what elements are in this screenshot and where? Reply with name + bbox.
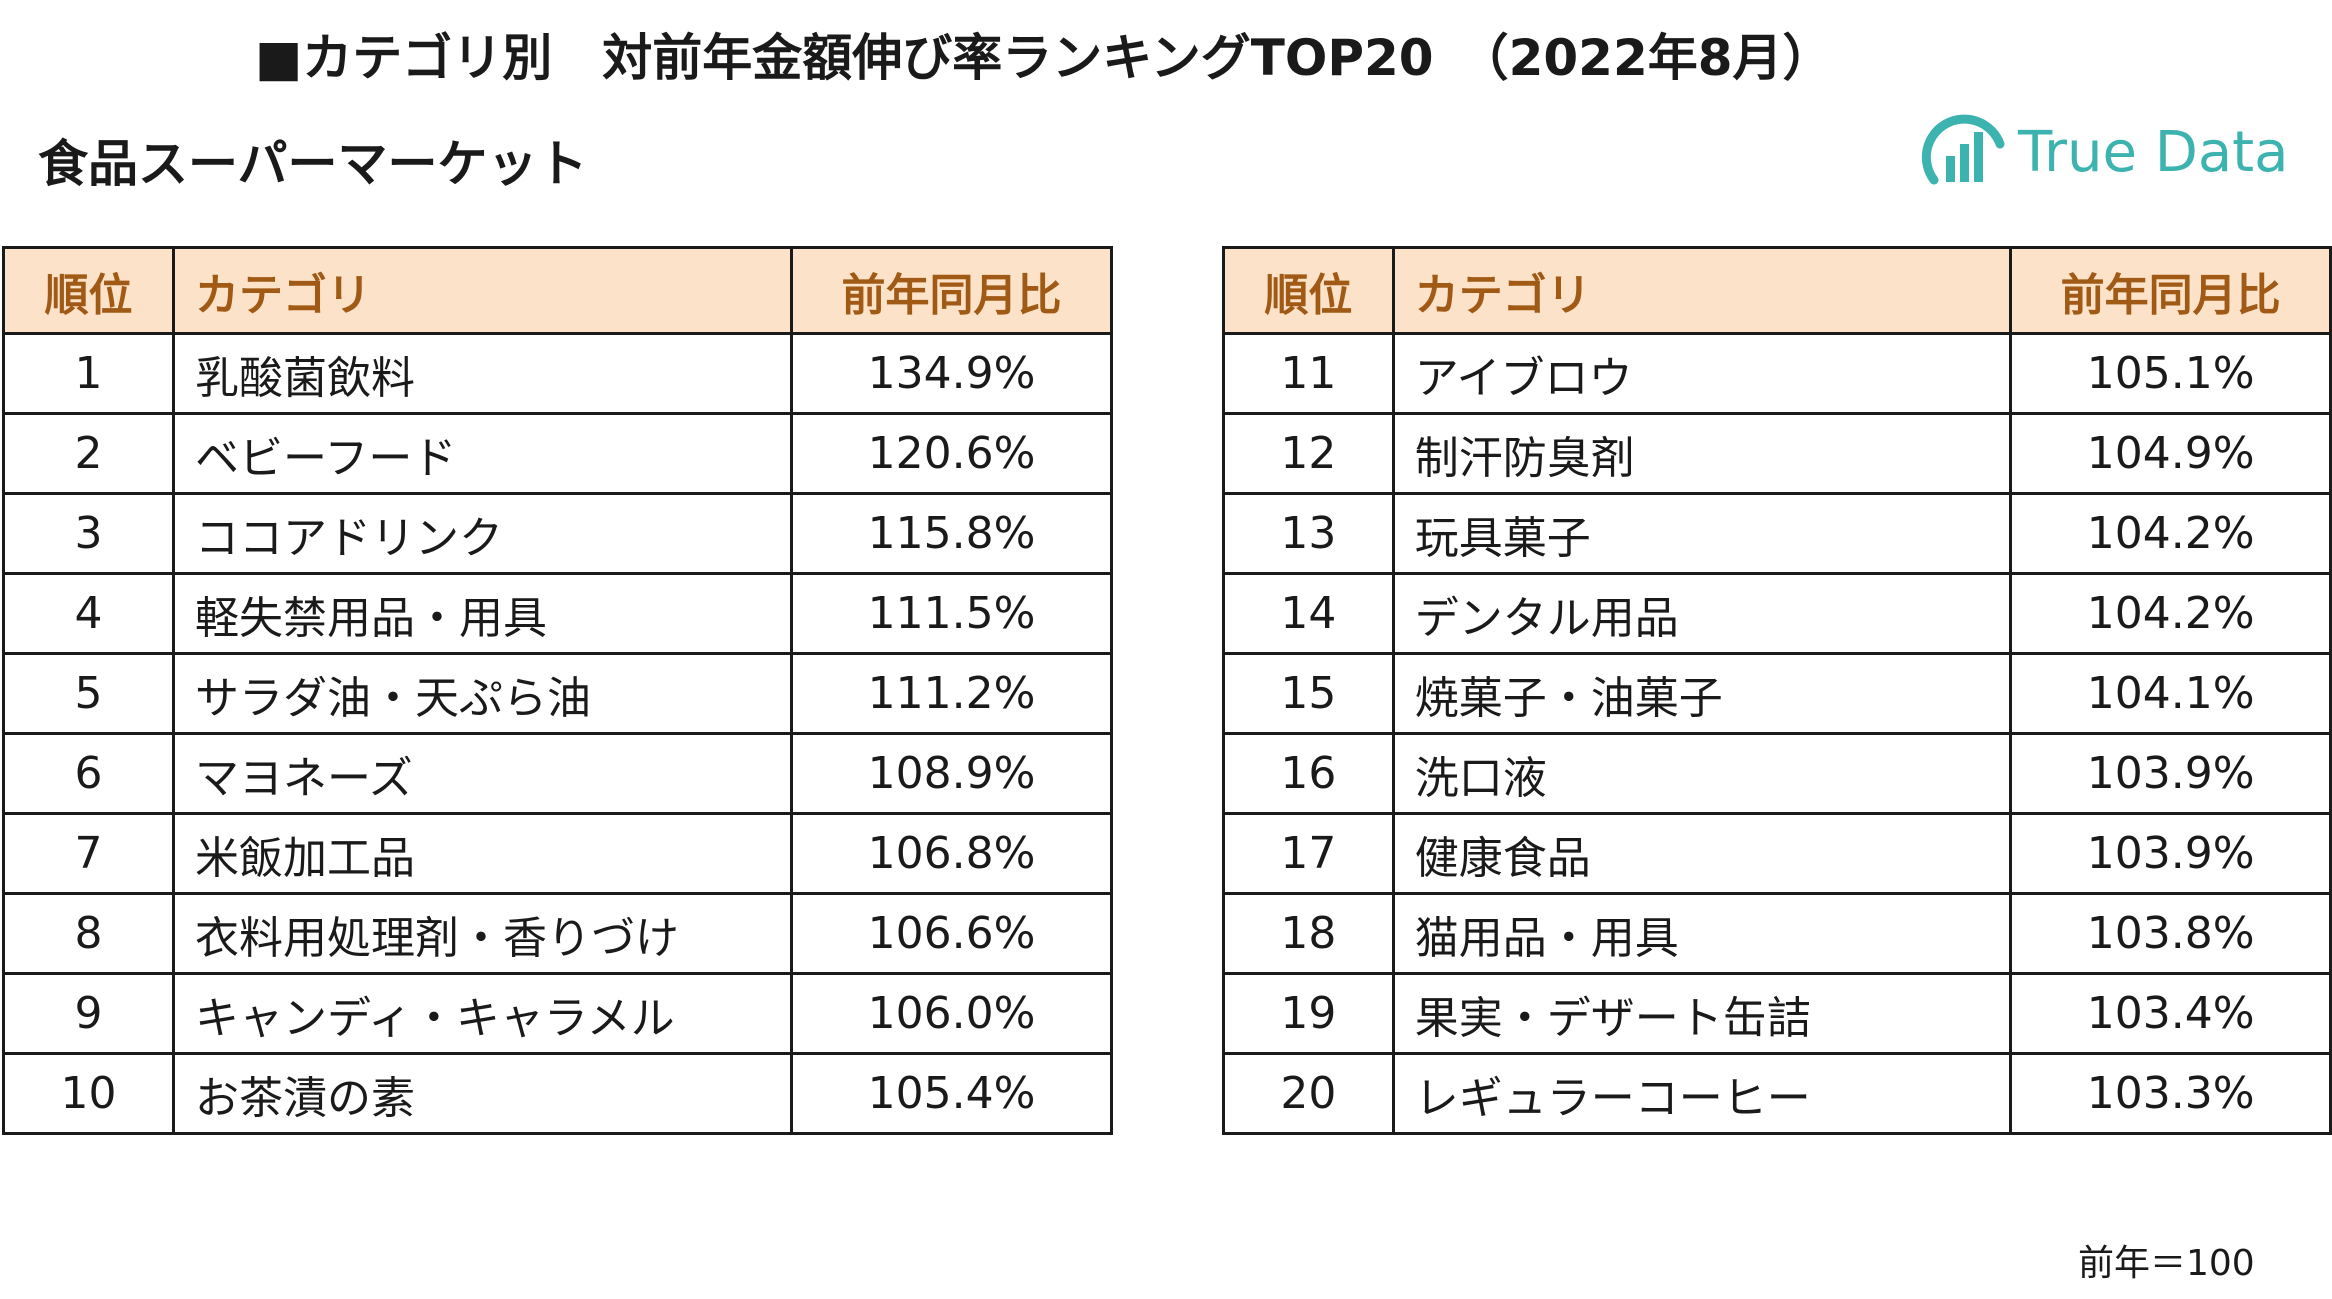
ratio-cell: 108.9% xyxy=(790,732,1113,815)
ratio-cell: 105.4% xyxy=(790,1052,1113,1135)
rank-cell: 4 xyxy=(2,572,175,655)
category-cell: レギュラーコーヒー xyxy=(1391,1052,2013,1135)
table-row: 16 洗口液 103.9% xyxy=(1222,732,2332,815)
ratio-cell: 103.9% xyxy=(2009,732,2332,815)
rank-cell: 5 xyxy=(2,652,175,735)
table-row: 19 果実・デザート缶詰 103.4% xyxy=(1222,972,2332,1055)
ranking-table-right: 順位 カテゴリ 前年同月比 11 アイブロウ 105.1% 12 制汗防臭剤 104.9… xyxy=(1222,246,2332,1135)
ratio-cell: 111.5% xyxy=(790,572,1113,655)
ratio-cell: 104.9% xyxy=(2009,412,2332,495)
footnote: 前年＝100 xyxy=(2078,1243,2255,1284)
category-cell: 焼菓子・油菓子 xyxy=(1391,652,2013,735)
ratio-cell: 104.2% xyxy=(2009,492,2332,575)
table-row: 4 軽失禁用品・用具 111.5% xyxy=(2,572,1113,655)
category-cell: デンタル用品 xyxy=(1391,572,2013,655)
table-row: 20 レギュラーコーヒー 103.3% xyxy=(1222,1052,2332,1135)
bar-chart-ring-logo-icon xyxy=(1921,114,2005,185)
header-category: カテゴリ xyxy=(172,246,793,335)
ratio-cell: 115.8% xyxy=(790,492,1113,575)
rank-cell: 17 xyxy=(1222,812,1395,895)
category-cell: 健康食品 xyxy=(1391,812,2013,895)
category-cell: 果実・デザート缶詰 xyxy=(1391,972,2013,1055)
page-subtitle: 食品スーパーマーケット xyxy=(38,135,588,193)
category-cell: ココアドリンク xyxy=(172,492,793,575)
rank-cell: 12 xyxy=(1222,412,1395,495)
category-cell: 洗口液 xyxy=(1391,732,2013,815)
ratio-cell: 105.1% xyxy=(2009,332,2332,415)
ratio-cell: 103.8% xyxy=(2009,892,2332,975)
table-header-row: 順位 カテゴリ 前年同月比 xyxy=(2,246,1113,335)
header-rank: 順位 xyxy=(1222,246,1395,335)
category-cell: サラダ油・天ぷら油 xyxy=(172,652,793,735)
table-row: 3 ココアドリンク 115.8% xyxy=(2,492,1113,575)
rank-cell: 7 xyxy=(2,812,175,895)
category-cell: 米飯加工品 xyxy=(172,812,793,895)
page-title: ■カテゴリ別 対前年金額伸び率ランキングTOP20 （2022年8月） xyxy=(255,29,1833,87)
table-row: 6 マヨネーズ 108.9% xyxy=(2,732,1113,815)
rank-cell: 16 xyxy=(1222,732,1395,815)
category-cell: 衣料用処理剤・香りづけ xyxy=(172,892,793,975)
header-category: カテゴリ xyxy=(1391,246,2013,335)
rank-cell: 13 xyxy=(1222,492,1395,575)
ratio-cell: 106.6% xyxy=(790,892,1113,975)
ratio-cell: 106.0% xyxy=(790,972,1113,1055)
truedata-logo: True Data xyxy=(1918,100,2298,200)
category-cell: ベビーフード xyxy=(172,412,793,495)
ratio-cell: 104.1% xyxy=(2009,652,2332,735)
table-row: 13 玩具菓子 104.2% xyxy=(1222,492,2332,575)
table-row: 8 衣料用処理剤・香りづけ 106.6% xyxy=(2,892,1113,975)
ratio-cell: 120.6% xyxy=(790,412,1113,495)
table-row: 17 健康食品 103.9% xyxy=(1222,812,2332,895)
ratio-cell: 103.9% xyxy=(2009,812,2332,895)
category-cell: 制汗防臭剤 xyxy=(1391,412,2013,495)
rank-cell: 15 xyxy=(1222,652,1395,735)
rank-cell: 9 xyxy=(2,972,175,1055)
table-row: 14 デンタル用品 104.2% xyxy=(1222,572,2332,655)
header-ratio: 前年同月比 xyxy=(790,246,1113,335)
category-cell: キャンディ・キャラメル xyxy=(172,972,793,1055)
ranking-table-left: 順位 カテゴリ 前年同月比 1 乳酸菌飲料 134.9% 2 ベビーフード 120.6%… xyxy=(2,246,1113,1135)
table-row: 1 乳酸菌飲料 134.9% xyxy=(2,332,1113,415)
logo-text: True Data xyxy=(2018,120,2289,185)
rank-cell: 2 xyxy=(2,412,175,495)
table-row: 11 アイブロウ 105.1% xyxy=(1222,332,2332,415)
rank-cell: 19 xyxy=(1222,972,1395,1055)
table-row: 2 ベビーフード 120.6% xyxy=(2,412,1113,495)
table-row: 18 猫用品・用具 103.8% xyxy=(1222,892,2332,975)
header-rank: 順位 xyxy=(2,246,175,335)
category-cell: マヨネーズ xyxy=(172,732,793,815)
category-cell: 猫用品・用具 xyxy=(1391,892,2013,975)
table-row: 10 お茶漬の素 105.4% xyxy=(2,1052,1113,1135)
header-ratio: 前年同月比 xyxy=(2009,246,2332,335)
category-cell: アイブロウ xyxy=(1391,332,2013,415)
ratio-cell: 111.2% xyxy=(790,652,1113,735)
rank-cell: 18 xyxy=(1222,892,1395,975)
ratio-cell: 106.8% xyxy=(790,812,1113,895)
table-header-row: 順位 カテゴリ 前年同月比 xyxy=(1222,246,2332,335)
ratio-cell: 103.4% xyxy=(2009,972,2332,1055)
category-cell: 乳酸菌飲料 xyxy=(172,332,793,415)
table-row: 15 焼菓子・油菓子 104.1% xyxy=(1222,652,2332,735)
category-cell: お茶漬の素 xyxy=(172,1052,793,1135)
ratio-cell: 134.9% xyxy=(790,332,1113,415)
ratio-cell: 103.3% xyxy=(2009,1052,2332,1135)
table-row: 9 キャンディ・キャラメル 106.0% xyxy=(2,972,1113,1055)
ratio-cell: 104.2% xyxy=(2009,572,2332,655)
rank-cell: 14 xyxy=(1222,572,1395,655)
table-row: 5 サラダ油・天ぷら油 111.2% xyxy=(2,652,1113,735)
rank-cell: 6 xyxy=(2,732,175,815)
category-cell: 軽失禁用品・用具 xyxy=(172,572,793,655)
rank-cell: 11 xyxy=(1222,332,1395,415)
rank-cell: 8 xyxy=(2,892,175,975)
table-row: 7 米飯加工品 106.8% xyxy=(2,812,1113,895)
rank-cell: 10 xyxy=(2,1052,175,1135)
rank-cell: 1 xyxy=(2,332,175,415)
rank-cell: 20 xyxy=(1222,1052,1395,1135)
rank-cell: 3 xyxy=(2,492,175,575)
category-cell: 玩具菓子 xyxy=(1391,492,2013,575)
table-row: 12 制汗防臭剤 104.9% xyxy=(1222,412,2332,495)
